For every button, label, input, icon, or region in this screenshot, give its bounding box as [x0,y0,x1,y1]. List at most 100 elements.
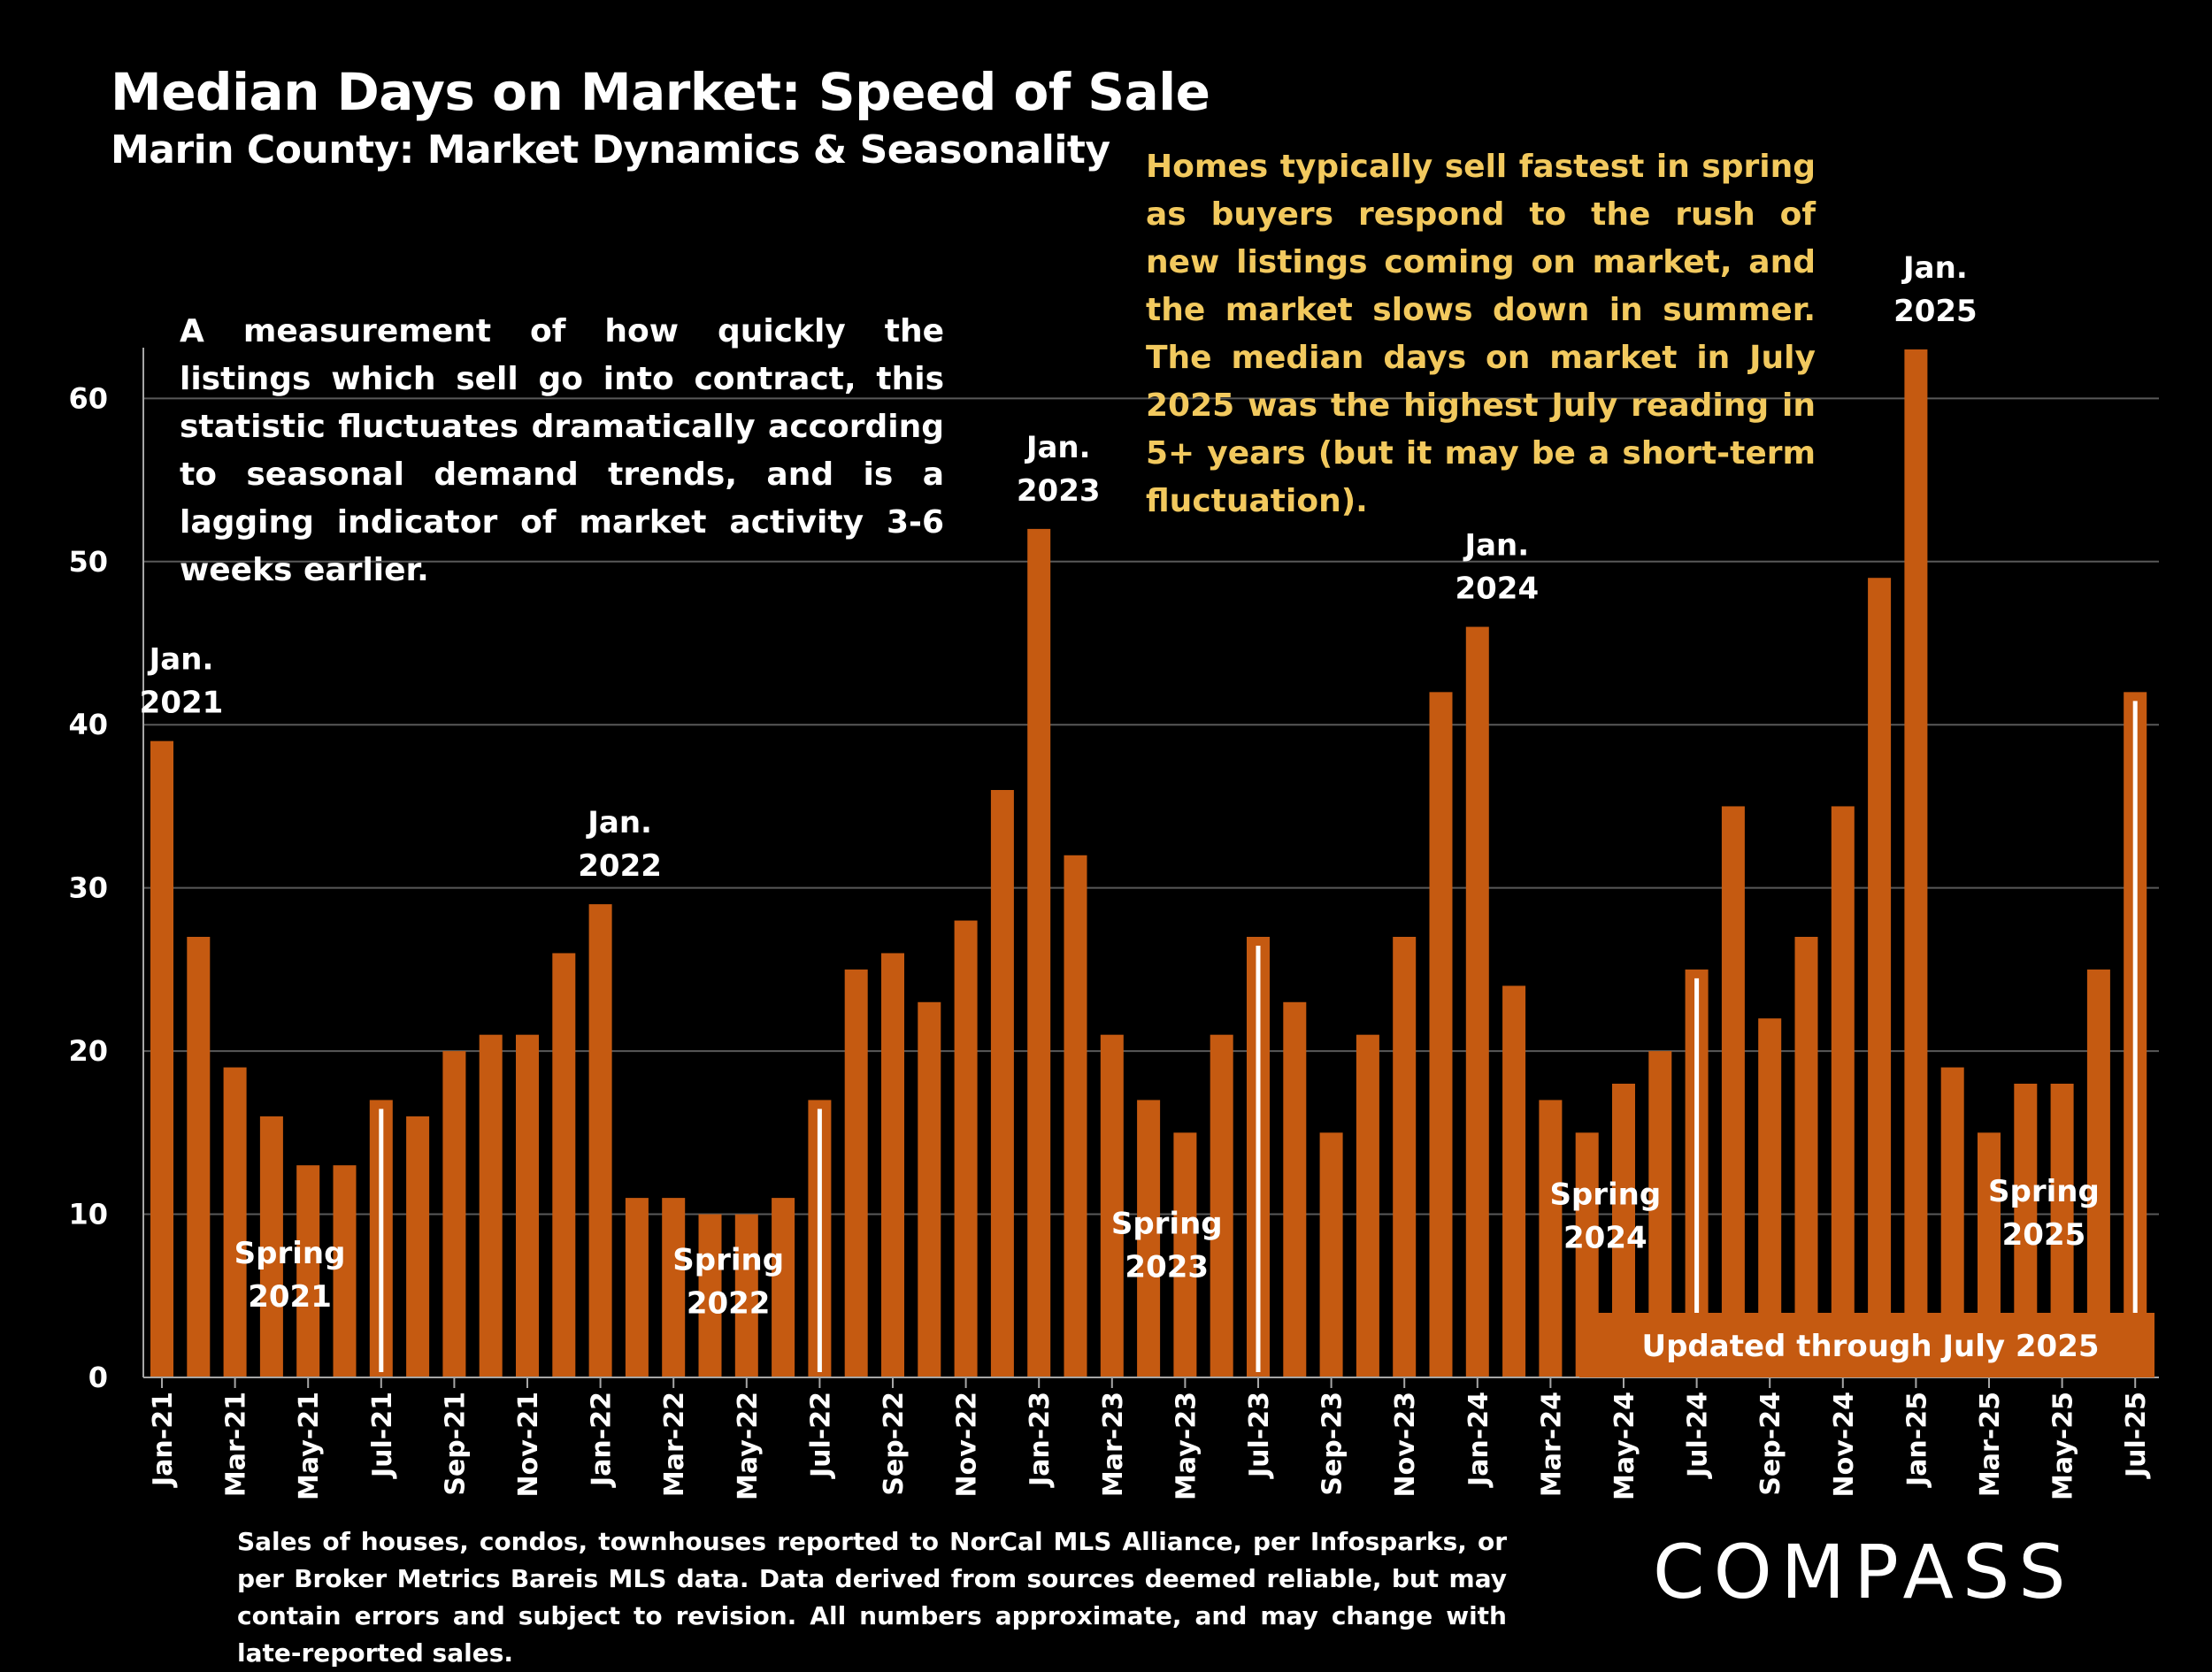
bar [1137,1100,1161,1377]
bar [662,1198,686,1377]
january-label-line1: Jan. [148,642,214,678]
update-banner-label: Updated through July 2025 [1641,1329,2099,1364]
spring-label-line2: 2023 [1125,1250,1209,1285]
bar [442,1051,466,1377]
y-tick-label: 30 [68,871,108,905]
update-banner [1579,1313,2154,1377]
spring-label-line2: 2022 [687,1285,771,1321]
y-tick-label: 40 [68,708,108,741]
bar [918,1001,941,1377]
x-tick-label: Jan-23 [1025,1392,1056,1488]
bar [625,1198,649,1377]
x-tick-label: May-22 [733,1392,764,1500]
spring-label-line2: 2021 [248,1279,332,1315]
days-on-market-bar-chart: 0 10 20 30 40 50 60 Jan-21 Mar-21 May-21 Jul-21 Sep… [68,250,2159,1500]
january-label-line2: 2022 [578,848,662,884]
x-tick-label: Mar-23 [1098,1392,1129,1497]
spring-label-line2: 2025 [2002,1217,2086,1253]
bar [406,1116,430,1377]
bar [150,740,173,1377]
x-tick-label: Jul-21 [367,1392,398,1479]
x-tick-label: Sep-23 [1317,1392,1348,1496]
bar [1064,855,1087,1377]
spring-label-line1: Spring [672,1242,784,1277]
x-tick-label: Jul-23 [1244,1392,1275,1479]
bar [296,1165,320,1377]
y-tick-label: 0 [88,1361,108,1394]
y-tick-label: 20 [68,1034,108,1068]
spring-label-line1: Spring [1549,1177,1661,1212]
seasonality-callout: Homes typically sell fastest in spring a… [1146,149,1816,519]
bar [2086,969,2110,1377]
bar [1356,1034,1379,1377]
bar [1868,578,1892,1377]
january-label-line1: Jan. [1025,430,1091,465]
x-tick-label: Jan-24 [1463,1392,1494,1488]
bar [734,1214,758,1377]
x-tick-label: Nov-24 [1829,1392,1860,1497]
bar [1429,692,1453,1377]
bar [1904,349,1928,1377]
annotations: Updated through July 2025 Jan. 2021 Jan. 202… [140,250,2154,1377]
january-label-line2: 2023 [1017,473,1101,509]
bar [588,904,612,1377]
spring-label-line1: Spring [1988,1174,2100,1209]
x-tick-label: Mar-22 [659,1392,690,1497]
bar [1210,1034,1233,1377]
bar [223,1067,247,1377]
intro-description: A measurement of how quickly the listing… [180,313,944,588]
x-tick-label: Sep-24 [1755,1392,1786,1496]
y-tick-label: 60 [68,381,108,415]
x-tick-label: Sep-22 [879,1392,910,1496]
bar [259,1116,283,1377]
january-label-line2: 2024 [1455,571,1539,607]
y-tick-label: 50 [68,545,108,579]
bar [1393,937,1417,1377]
x-tick-label: Jan-22 [587,1392,618,1488]
january-label-line1: Jan. [1463,528,1529,564]
x-tick-label: Nov-22 [952,1392,983,1497]
bar [772,1198,795,1377]
bar [1173,1132,1197,1377]
page-subtitle: Marin County: Market Dynamics & Seasonal… [111,127,1110,173]
spring-label-line1: Spring [234,1236,346,1271]
x-tick-label: Sep-21 [440,1392,471,1496]
bar [1831,806,1855,1377]
x-tick-label: May-21 [294,1392,325,1500]
x-tick-label: Jul-24 [1683,1392,1714,1479]
bar [1100,1034,1124,1377]
bar [1539,1100,1563,1377]
spring-label-line1: Spring [1111,1207,1223,1242]
bar [698,1214,722,1377]
bar [881,953,904,1377]
bar [954,920,978,1377]
bar [1502,986,1526,1377]
bar [516,1034,539,1377]
x-tick-label: Jul-22 [805,1392,836,1479]
january-label-line2: 2025 [1893,294,1978,329]
bar [479,1034,503,1377]
x-tick-label: May-24 [1609,1392,1640,1500]
y-tick-label: 10 [68,1198,108,1231]
bar [333,1165,357,1377]
x-tick-label: May-25 [2048,1392,2079,1500]
bar [552,953,576,1377]
x-tick-label: Mar-25 [1975,1392,2006,1497]
x-tick-label: Nov-21 [513,1392,544,1497]
bar [1721,806,1745,1377]
bar [1027,528,1051,1377]
x-tick-label: Mar-24 [1536,1392,1567,1497]
source-footnote: Sales of houses, condos, townhouses repo… [237,1527,1507,1668]
bar [990,790,1014,1377]
bar [1283,1001,1307,1377]
bar [1465,626,1489,1377]
january-label-line2: 2021 [140,686,224,721]
x-tick-label: Nov-23 [1390,1392,1421,1497]
x-tick-label: Mar-21 [221,1392,252,1497]
compass-logo: COMPASS [1653,1529,2075,1615]
bar [1794,937,1818,1377]
x-tick-label: Jan-21 [148,1392,179,1488]
x-tick-label: May-23 [1171,1392,1202,1500]
january-label-line1: Jan. [1901,250,1968,286]
bar [844,969,868,1377]
